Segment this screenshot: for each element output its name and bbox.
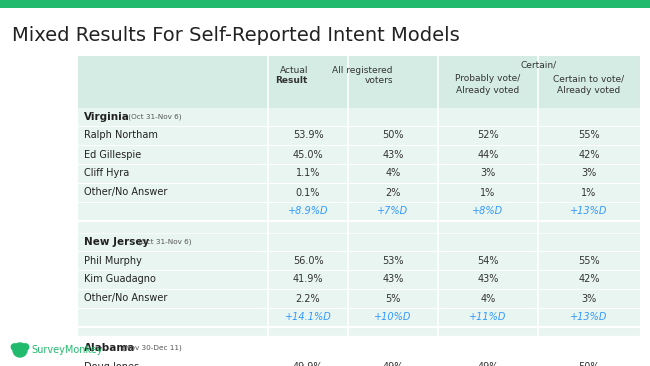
Text: 41.9%: 41.9% xyxy=(292,274,323,284)
Text: Virginia: Virginia xyxy=(84,112,130,122)
Text: voters: voters xyxy=(365,76,393,85)
Text: +11%D: +11%D xyxy=(469,313,507,322)
Text: Other/No Answer: Other/No Answer xyxy=(84,187,168,198)
Text: 43%: 43% xyxy=(477,274,499,284)
Text: Actual: Actual xyxy=(280,66,308,75)
Text: 1%: 1% xyxy=(480,187,495,198)
Text: 1%: 1% xyxy=(581,187,597,198)
Text: 53%: 53% xyxy=(382,255,404,265)
Text: 55%: 55% xyxy=(578,255,600,265)
Text: 5%: 5% xyxy=(385,294,400,303)
Text: 42%: 42% xyxy=(578,274,600,284)
Text: Doug Jones: Doug Jones xyxy=(84,362,139,366)
Text: (Nov 30-Dec 11): (Nov 30-Dec 11) xyxy=(120,345,182,351)
Text: 2.2%: 2.2% xyxy=(296,294,320,303)
Text: Mixed Results For Self-Reported Intent Models: Mixed Results For Self-Reported Intent M… xyxy=(12,26,460,45)
Text: (Oct 31-Nov 6): (Oct 31-Nov 6) xyxy=(125,114,181,120)
Circle shape xyxy=(11,344,18,350)
Text: 42%: 42% xyxy=(578,149,600,160)
Text: Phil Murphy: Phil Murphy xyxy=(84,255,142,265)
Text: +13%D: +13%D xyxy=(570,206,608,217)
Text: SurveyMonkey: SurveyMonkey xyxy=(31,345,103,355)
Text: +10%D: +10%D xyxy=(374,313,411,322)
Text: +8.9%D: +8.9%D xyxy=(288,206,328,217)
Circle shape xyxy=(22,344,29,350)
Text: New Jersey: New Jersey xyxy=(84,237,150,247)
Text: 56.0%: 56.0% xyxy=(292,255,323,265)
Text: 4%: 4% xyxy=(480,294,495,303)
Text: 0.1%: 0.1% xyxy=(296,187,320,198)
Text: Certain/: Certain/ xyxy=(521,61,557,70)
Text: 53.9%: 53.9% xyxy=(292,131,323,141)
Text: 50%: 50% xyxy=(578,362,600,366)
Text: 52%: 52% xyxy=(477,131,499,141)
Text: 44%: 44% xyxy=(477,149,499,160)
Text: Already voted: Already voted xyxy=(558,86,621,95)
Text: Ralph Northam: Ralph Northam xyxy=(84,131,158,141)
Text: +8%D: +8%D xyxy=(473,206,504,217)
Text: Ed Gillespie: Ed Gillespie xyxy=(84,149,141,160)
Text: (Oct 31-Nov 6): (Oct 31-Nov 6) xyxy=(136,239,192,245)
Bar xyxy=(0,0,650,8)
Text: 54%: 54% xyxy=(477,255,499,265)
Text: 55%: 55% xyxy=(578,131,600,141)
Text: 4%: 4% xyxy=(385,168,400,179)
Text: Cliff Hyra: Cliff Hyra xyxy=(84,168,129,179)
Text: 2%: 2% xyxy=(385,187,400,198)
Text: +14.1%D: +14.1%D xyxy=(285,313,332,322)
Text: +13%D: +13%D xyxy=(570,313,608,322)
Text: 49.9%: 49.9% xyxy=(292,362,323,366)
Text: 45.0%: 45.0% xyxy=(292,149,323,160)
Text: 3%: 3% xyxy=(480,168,495,179)
Text: 3%: 3% xyxy=(581,168,597,179)
Text: 49%: 49% xyxy=(477,362,499,366)
Text: Kim Guadagno: Kim Guadagno xyxy=(84,274,156,284)
Text: +7%D: +7%D xyxy=(378,206,409,217)
Text: All registered: All registered xyxy=(333,66,393,75)
Text: Alabama: Alabama xyxy=(84,343,135,353)
Text: 3%: 3% xyxy=(581,294,597,303)
Bar xyxy=(78,56,640,336)
Circle shape xyxy=(13,343,27,357)
Text: 50%: 50% xyxy=(382,131,404,141)
Text: 49%: 49% xyxy=(382,362,404,366)
Text: Certain to vote/: Certain to vote/ xyxy=(553,74,625,83)
Text: 43%: 43% xyxy=(382,149,404,160)
Text: Other/No Answer: Other/No Answer xyxy=(84,294,168,303)
Bar xyxy=(78,56,640,108)
Text: 43%: 43% xyxy=(382,274,404,284)
Text: Result: Result xyxy=(276,76,308,85)
Text: Already voted: Already voted xyxy=(456,86,519,95)
Text: Probably vote/: Probably vote/ xyxy=(456,74,521,83)
Text: 1.1%: 1.1% xyxy=(296,168,320,179)
